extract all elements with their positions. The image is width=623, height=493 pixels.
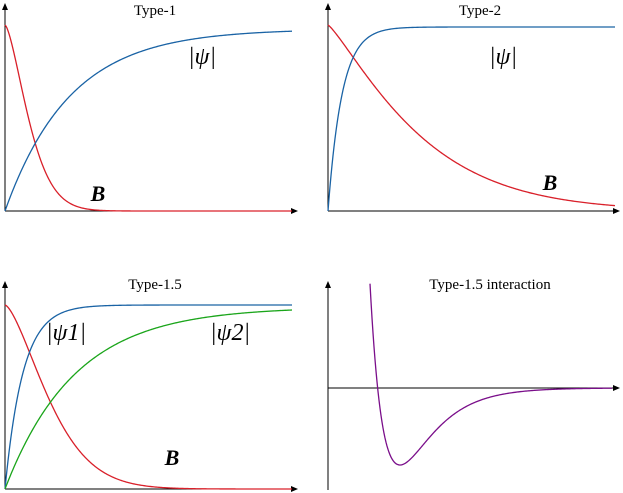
curves [4,24,616,490]
curve [4,304,292,490]
psi1-label: |ψ1| [46,320,86,346]
curve [369,283,612,466]
psi-label: |ψ| [489,44,517,70]
panel-title: Type-2 [459,3,501,19]
panel-title: Type-1.5 interaction [429,277,551,293]
b-label: B [90,181,106,206]
curve [4,309,293,490]
psi-label: |ψ| [188,44,216,70]
curve [327,24,616,207]
b-label: B [542,170,558,195]
curve [4,30,293,212]
panel-title: Type-1.5 [128,277,182,293]
b-label: B [164,445,180,470]
curve [4,24,292,212]
axes [2,3,620,492]
panel-title: Type-1 [134,3,176,19]
curve [327,26,615,212]
curve [4,304,292,490]
psi2-label: |ψ2| [210,320,250,346]
